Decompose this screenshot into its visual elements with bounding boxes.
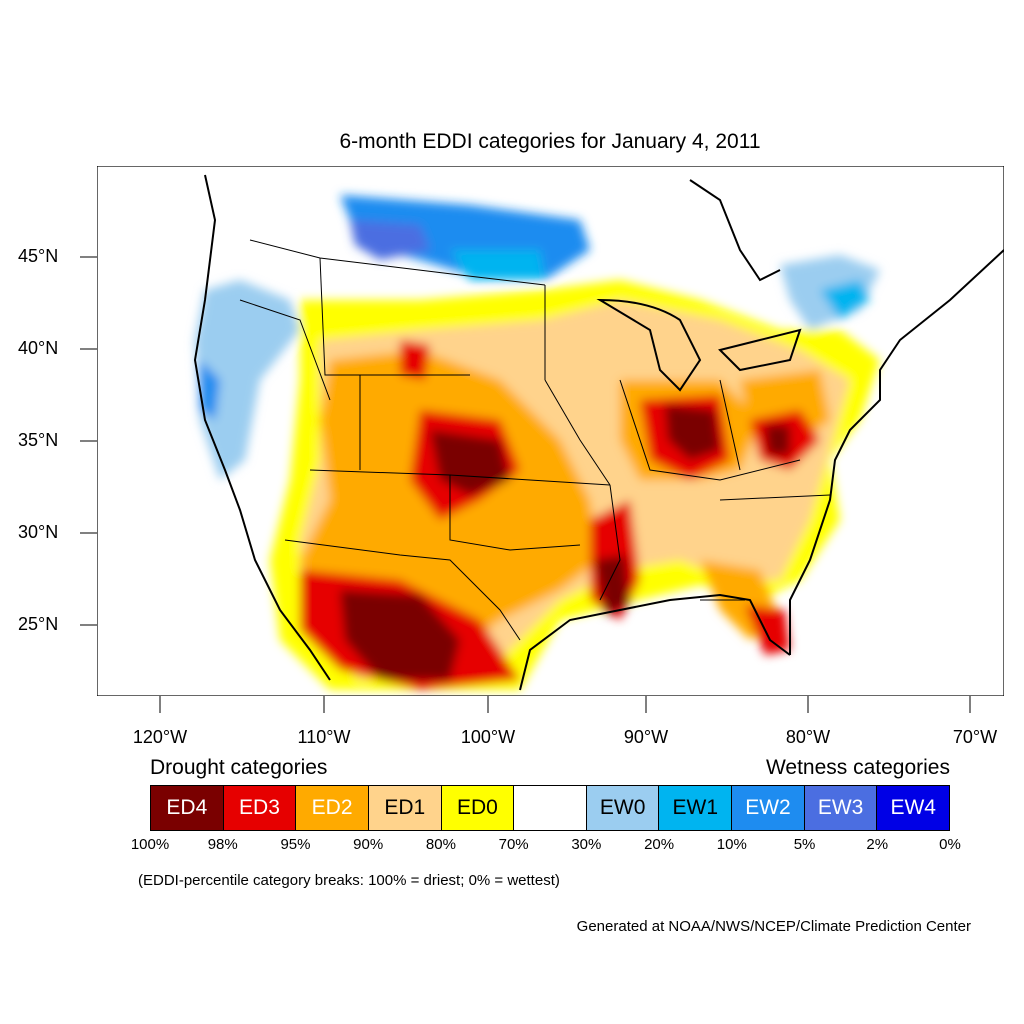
percentile-label: 30% [571, 836, 602, 853]
percentile-label: 10% [716, 836, 747, 853]
coastlines [193, 174, 1004, 691]
percentile-label: 100% [130, 836, 170, 853]
category-regions [195, 195, 880, 690]
percentile-label: 90% [353, 836, 384, 853]
legend-swatch: EW2 [732, 786, 805, 830]
map-title: 6-month EDDI categories for January 4, 2… [339, 130, 761, 153]
legend-swatch [514, 786, 587, 830]
wetness-heading: Wetness categories [765, 756, 950, 779]
percentile-label: 0% [939, 836, 961, 853]
lon-label: 120°W [132, 727, 188, 747]
lat-label: 35°N [18, 430, 59, 450]
legend-swatch: EW3 [804, 786, 878, 830]
lon-label: 100°W [460, 727, 516, 747]
lat-label: 30°N [18, 522, 59, 542]
lon-label: 90°W [623, 727, 669, 747]
category-note: (EDDI-percentile category breaks: 100% =… [138, 872, 560, 889]
legend-swatch: EW0 [586, 786, 660, 830]
legend-color-bar: ED4 ED3 ED2 ED1 ED0 EW0 EW1 EW2 EW3 EW4 [150, 785, 950, 831]
lon-label: 80°W [785, 727, 831, 747]
legend-swatch: EW1 [659, 786, 733, 830]
drought-heading: Drought categories [150, 756, 328, 779]
percentile-label: 20% [644, 836, 675, 853]
percentile-label: 98% [207, 836, 238, 853]
legend-swatch: ED4 [151, 786, 224, 830]
percentile-label: 70% [498, 836, 529, 853]
lat-label: 45°N [18, 246, 59, 266]
percentile-label: 95% [280, 836, 311, 853]
lon-label: 110°W [297, 727, 351, 747]
lat-label: 40°N [18, 338, 59, 358]
legend-swatch: ED2 [296, 786, 369, 830]
legend-swatch: ED3 [223, 786, 297, 830]
credit-line: Generated at NOAA/NWS/NCEP/Climate Predi… [576, 918, 971, 935]
axis-ticks [80, 256, 971, 713]
lat-label: 25°N [18, 614, 59, 634]
legend-swatch: EW4 [877, 786, 950, 830]
lon-label: 70°W [952, 727, 998, 747]
percentile-label: 80% [425, 836, 456, 853]
legend-swatch: ED0 [441, 786, 515, 830]
legend-swatch: ED1 [368, 786, 442, 830]
boundaries [239, 239, 831, 641]
percentile-label: 5% [793, 836, 816, 853]
percentile-label: 2% [866, 836, 889, 853]
